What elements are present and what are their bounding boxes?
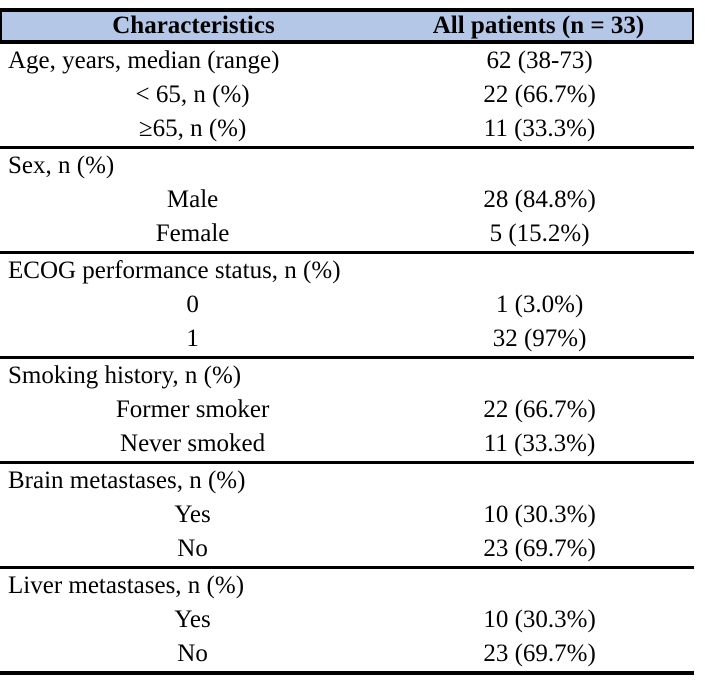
characteristic-cell: ECOG performance status, n (%) <box>8 257 341 284</box>
patient-characteristics-table: Characteristics All patients (n = 33) Ag… <box>0 8 694 675</box>
characteristic-cell: No <box>177 535 208 562</box>
table-row: Age, years, median (range) 62 (38-73) <box>0 44 694 78</box>
table-row: Never smoked 11 (33.3%) <box>0 427 694 461</box>
characteristic-cell: Liver metastases, n (%) <box>8 572 245 599</box>
value-cell: 62 (38-73) <box>486 47 593 74</box>
value-cell: 32 (97%) <box>492 325 587 352</box>
characteristic-cell: Smoking history, n (%) <box>8 362 242 389</box>
table-row: ECOG performance status, n (%) <box>0 254 694 288</box>
header-all-patients: All patients (n = 33) <box>432 12 645 39</box>
table-section: Liver metastases, n (%) Yes 10 (30.3%) No 23… <box>0 569 694 675</box>
characteristic-cell: ≥65, n (%) <box>138 115 247 142</box>
table-row: No 23 (69.7%) <box>0 532 694 566</box>
table-row: 1 32 (97%) <box>0 322 694 356</box>
table-row: Male 28 (84.8%) <box>0 183 694 217</box>
value-cell: 23 (69.7%) <box>483 535 596 562</box>
value-cell: 10 (30.3%) <box>483 606 596 633</box>
characteristic-cell: Yes <box>174 501 211 528</box>
table-row: Female 5 (15.2%) <box>0 217 694 251</box>
header-characteristics: Characteristics <box>112 12 275 39</box>
characteristic-cell: No <box>177 640 208 667</box>
table-body: Age, years, median (range) 62 (38-73) < 65… <box>0 44 694 675</box>
table-row: Smoking history, n (%) <box>0 359 694 393</box>
value-cell: 5 (15.2%) <box>489 220 590 247</box>
characteristic-cell: Never smoked <box>120 430 266 457</box>
table-row: Yes 10 (30.3%) <box>0 498 694 532</box>
value-cell: 1 (3.0%) <box>495 291 584 318</box>
table-row: ≥65, n (%) 11 (33.3%) <box>0 112 694 146</box>
table-section: Age, years, median (range) 62 (38-73) < 65… <box>0 44 694 149</box>
characteristic-cell: Former smoker <box>115 396 270 423</box>
value-cell: 22 (66.7%) <box>483 81 596 108</box>
value-cell: 23 (69.7%) <box>483 640 596 667</box>
characteristic-cell: Female <box>155 220 230 247</box>
value-cell: 11 (33.3%) <box>483 115 596 142</box>
table-row: Sex, n (%) <box>0 149 694 183</box>
table-row: 0 1 (3.0%) <box>0 288 694 322</box>
table-row: < 65, n (%) 22 (66.7%) <box>0 78 694 112</box>
table-row: Yes 10 (30.3%) <box>0 603 694 637</box>
table-row: No 23 (69.7%) <box>0 637 694 671</box>
characteristic-cell: Age, years, median (range) <box>8 47 280 74</box>
table-section: Smoking history, n (%) Former smoker 22 (6… <box>0 359 694 464</box>
characteristic-cell: 0 <box>186 291 199 318</box>
characteristic-cell: Yes <box>174 606 211 633</box>
value-cell: 10 (30.3%) <box>483 501 596 528</box>
characteristic-cell: Sex, n (%) <box>8 152 115 179</box>
characteristic-cell: < 65, n (%) <box>135 81 250 108</box>
table-row: Brain metastases, n (%) <box>0 464 694 498</box>
value-cell: 28 (84.8%) <box>483 186 596 213</box>
table-header-row: Characteristics All patients (n = 33) <box>0 8 694 44</box>
table-section: Brain metastases, n (%) Yes 10 (30.3%) No 23… <box>0 464 694 569</box>
characteristic-cell: Male <box>166 186 219 213</box>
characteristic-cell: Brain metastases, n (%) <box>8 467 246 494</box>
table-row: Former smoker 22 (66.7%) <box>0 393 694 427</box>
value-cell: 22 (66.7%) <box>483 396 596 423</box>
characteristic-cell: 1 <box>186 325 199 352</box>
table-section: ECOG performance status, n (%) 0 1 (3.0%) 1… <box>0 254 694 359</box>
table-section: Sex, n (%) Male 28 (84.8%) Female 5 (15.2%) <box>0 149 694 254</box>
value-cell: 11 (33.3%) <box>483 430 596 457</box>
table-row: Liver metastases, n (%) <box>0 569 694 603</box>
